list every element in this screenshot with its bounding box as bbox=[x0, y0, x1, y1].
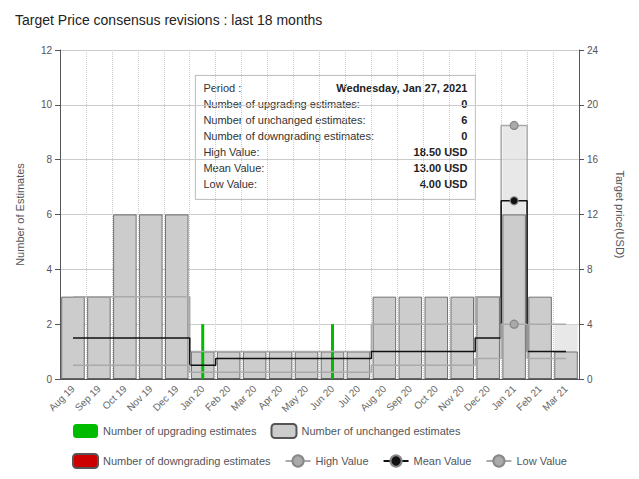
svg-text:Nov 19: Nov 19 bbox=[125, 383, 155, 413]
svg-text:6: 6 bbox=[461, 114, 467, 126]
svg-text:Jul 20: Jul 20 bbox=[335, 383, 363, 410]
svg-text:2: 2 bbox=[46, 319, 52, 330]
svg-text:Jun 20: Jun 20 bbox=[307, 383, 336, 412]
svg-text:Period :: Period : bbox=[203, 82, 244, 94]
svg-text:8: 8 bbox=[46, 154, 52, 165]
svg-text:24: 24 bbox=[587, 45, 599, 56]
svg-text:Aug 20: Aug 20 bbox=[358, 383, 388, 413]
svg-text:Number of unchanged estimates:: Number of unchanged estimates: bbox=[203, 114, 365, 126]
svg-text:Mar 20: Mar 20 bbox=[229, 383, 259, 413]
svg-text:Sep 20: Sep 20 bbox=[384, 383, 414, 413]
svg-text:High Value: High Value bbox=[316, 455, 369, 467]
svg-text:Feb 21: Feb 21 bbox=[514, 383, 544, 413]
svg-text:Dec 19: Dec 19 bbox=[151, 383, 181, 413]
svg-text:Jan 21: Jan 21 bbox=[489, 383, 518, 412]
svg-text:8: 8 bbox=[587, 264, 593, 275]
svg-text:0: 0 bbox=[461, 98, 467, 110]
svg-text:Jan 20: Jan 20 bbox=[178, 383, 207, 412]
svg-text:Number of upgrading estimates: Number of upgrading estimates bbox=[103, 425, 257, 437]
svg-text:Target price(USD): Target price(USD) bbox=[614, 170, 626, 258]
svg-text:6: 6 bbox=[46, 209, 52, 220]
svg-text:0: 0 bbox=[46, 374, 52, 385]
svg-text:12: 12 bbox=[41, 45, 53, 56]
svg-text:4: 4 bbox=[587, 319, 593, 330]
svg-text:4.00 USD: 4.00 USD bbox=[420, 178, 468, 190]
svg-text:Nov 20: Nov 20 bbox=[436, 383, 466, 413]
svg-text:Low Value: Low Value bbox=[516, 455, 567, 467]
svg-text:Apr 20: Apr 20 bbox=[255, 383, 285, 412]
svg-text:Mar 21: Mar 21 bbox=[540, 383, 570, 413]
svg-text:Feb 20: Feb 20 bbox=[203, 383, 233, 413]
svg-text:Number of unchanged estimates: Number of unchanged estimates bbox=[301, 425, 460, 437]
svg-text:Mean Value: Mean Value bbox=[414, 455, 472, 467]
svg-text:18.50 USD: 18.50 USD bbox=[414, 146, 468, 158]
svg-text:Target Price consensus revisio: Target Price consensus revisions : last … bbox=[15, 12, 322, 28]
svg-text:Number of downgrading estimate: Number of downgrading estimates bbox=[103, 455, 271, 467]
svg-text:Wednesday, Jan 27, 2021: Wednesday, Jan 27, 2021 bbox=[336, 82, 467, 94]
svg-text:Dec 20: Dec 20 bbox=[462, 383, 492, 413]
svg-text:Mean Value:: Mean Value: bbox=[203, 162, 264, 174]
svg-text:Aug 19: Aug 19 bbox=[47, 383, 77, 413]
svg-text:4: 4 bbox=[46, 264, 52, 275]
svg-text:Number of Estimates: Number of Estimates bbox=[14, 163, 26, 266]
svg-text:Oct 19: Oct 19 bbox=[100, 383, 129, 412]
svg-text:Low Value:: Low Value: bbox=[203, 178, 257, 190]
svg-text:10: 10 bbox=[41, 99, 53, 110]
svg-text:0: 0 bbox=[587, 374, 593, 385]
svg-text:16: 16 bbox=[587, 154, 599, 165]
svg-text:Sep 19: Sep 19 bbox=[73, 383, 103, 413]
svg-text:May 20: May 20 bbox=[279, 383, 310, 414]
svg-text:High Value:: High Value: bbox=[203, 146, 259, 158]
svg-text:Oct 20: Oct 20 bbox=[412, 383, 441, 412]
svg-text:20: 20 bbox=[587, 99, 599, 110]
svg-text:Number of upgrading estimates:: Number of upgrading estimates: bbox=[203, 98, 360, 110]
svg-text:0: 0 bbox=[461, 130, 467, 142]
svg-text:13.00 USD: 13.00 USD bbox=[414, 162, 468, 174]
svg-text:12: 12 bbox=[587, 209, 599, 220]
svg-text:Number of downgrading estimate: Number of downgrading estimates: bbox=[203, 130, 374, 142]
